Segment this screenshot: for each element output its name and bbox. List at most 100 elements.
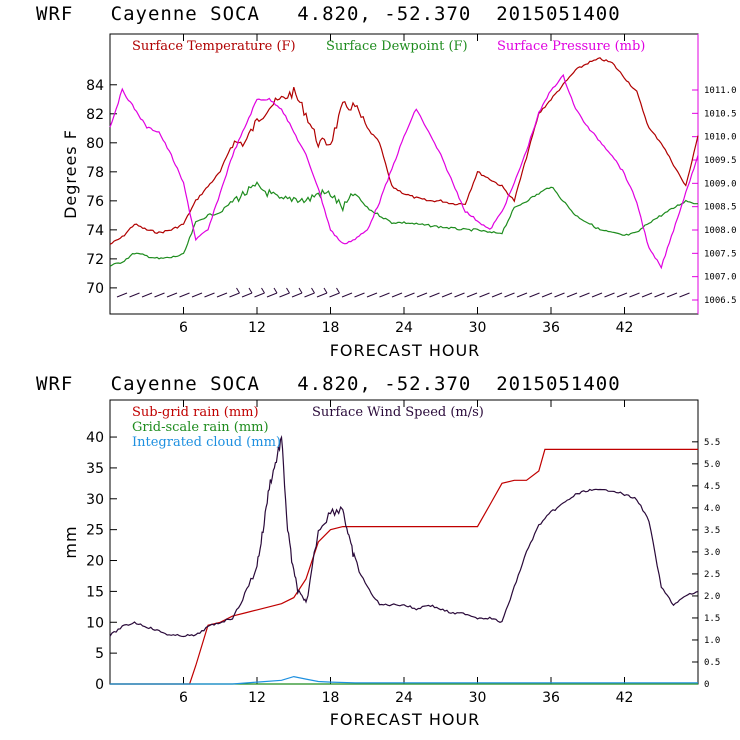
y2-tick-label: 1007.0 xyxy=(704,273,737,283)
y2-tick-label: 0 xyxy=(704,680,709,690)
y-tick-label: 80 xyxy=(86,136,104,152)
y2-tick-label: 1.5 xyxy=(704,614,720,624)
y-tick-label: 20 xyxy=(86,554,104,570)
wind-barbs xyxy=(116,287,690,298)
wind-barb xyxy=(179,292,190,298)
x-tick-label: 30 xyxy=(469,320,487,336)
legend-integrated-cloud: Integrated cloud (mm) xyxy=(132,435,281,450)
y-tick-label: 82 xyxy=(86,107,104,123)
legend-wind-speed: Surface Wind Speed (m/s) xyxy=(312,405,484,420)
y-tick-label: 10 xyxy=(86,615,104,631)
panel1-series xyxy=(109,57,699,270)
panel1-y-ticks: 70 72 74 76 78 80 82 84 xyxy=(86,78,117,297)
y2-tick-label: 3.5 xyxy=(704,526,720,536)
wind-barb xyxy=(466,292,478,298)
wind-barb xyxy=(154,292,165,298)
wind-barb xyxy=(191,292,203,298)
y-tick-label: 35 xyxy=(86,461,104,477)
wind-barb xyxy=(541,292,553,298)
x-tick-label: 42 xyxy=(616,320,634,336)
wind-barb xyxy=(454,292,465,298)
panel2-title: WRF Cayenne SOCA 4.820, -52.370 20150514… xyxy=(36,373,621,395)
series-line-surface-wind-speed-m-s xyxy=(109,434,699,638)
wind-barb xyxy=(204,292,215,298)
legend-gridscale-rain: Grid-scale rain (mm) xyxy=(132,420,269,435)
x-tick-label: 6 xyxy=(179,690,188,706)
y-tick-label: 84 xyxy=(86,78,104,94)
y2-tick-label: 2.0 xyxy=(704,592,720,602)
legend-temperature: Surface Temperature (F) xyxy=(132,39,296,54)
panel2-series xyxy=(109,434,699,685)
wind-barb xyxy=(429,292,440,298)
wind-barb xyxy=(366,292,378,298)
y2-tick-label: 1007.5 xyxy=(704,249,737,259)
wind-barb xyxy=(479,292,490,298)
y2-tick-label: 2.5 xyxy=(704,570,720,580)
wind-barb xyxy=(241,287,253,298)
wind-barb xyxy=(279,287,290,298)
legend-pressure: Surface Pressure (mb) xyxy=(497,39,645,54)
precipitation-panel: WRF Cayenne SOCA 4.820, -52.370 20150514… xyxy=(36,373,720,729)
x-tick-label: 36 xyxy=(542,320,560,336)
wind-barb xyxy=(579,292,590,298)
wind-barb xyxy=(629,292,640,298)
panel1-frame xyxy=(109,33,699,315)
y-tick-label: 0 xyxy=(95,677,104,693)
y2-tick-label: 4.5 xyxy=(704,482,720,492)
x-tick-label: 12 xyxy=(248,320,266,336)
x-tick-label: 30 xyxy=(469,690,487,706)
wind-barb xyxy=(566,292,578,298)
x-tick-label: 6 xyxy=(179,320,188,336)
y2-tick-label: 1010.0 xyxy=(704,133,737,143)
panel1-y2-ticks: 1006.5 1007.0 1007.5 1008.0 1008.5 1009.0 1009… xyxy=(692,86,737,306)
series-line-surface-temperature-f xyxy=(109,57,699,245)
wind-barb xyxy=(354,292,365,298)
panel1-y-label: Degrees F xyxy=(61,129,80,219)
y2-tick-label: 1008.0 xyxy=(704,226,737,236)
wind-barb xyxy=(416,292,428,298)
y-tick-label: 25 xyxy=(86,523,104,539)
panel1-x-label: FORECAST HOUR xyxy=(330,341,481,360)
wind-barb xyxy=(616,292,628,298)
panel1-title: WRF Cayenne SOCA 4.820, -52.370 20150514… xyxy=(36,3,621,25)
x-tick-label: 24 xyxy=(395,320,413,336)
wind-barb xyxy=(504,292,515,298)
panel2-x-label: FORECAST HOUR xyxy=(330,710,481,729)
wind-barb xyxy=(641,292,653,298)
wind-barb xyxy=(229,287,240,298)
x-tick-label: 18 xyxy=(322,690,340,706)
wind-barb xyxy=(491,292,503,298)
y-tick-label: 78 xyxy=(86,165,104,181)
y2-tick-label: 4.0 xyxy=(704,504,720,514)
y2-tick-label: 1.0 xyxy=(704,636,720,646)
panel2-x-ticks: 6 12 18 24 30 36 42 xyxy=(179,400,633,706)
x-tick-label: 36 xyxy=(542,690,560,706)
panel2-y2-ticks: 0 0.5 1.0 1.5 2.0 2.5 3.0 3.5 4.0 4.5 5.0 5.5 xyxy=(692,438,720,690)
x-tick-label: 18 xyxy=(322,320,340,336)
wind-barb xyxy=(141,292,153,298)
y2-tick-label: 3.0 xyxy=(704,548,720,558)
series-line-integrated-cloud-mm xyxy=(110,675,698,685)
temperature-panel: WRF Cayenne SOCA 4.820, -52.370 20150514… xyxy=(36,3,737,360)
wind-barb xyxy=(654,292,665,298)
wind-barb xyxy=(304,287,315,298)
y2-tick-label: 5.5 xyxy=(704,438,720,448)
y-tick-label: 30 xyxy=(86,492,104,508)
wind-barb xyxy=(591,292,603,298)
wind-barb xyxy=(679,292,690,298)
wind-barb xyxy=(116,292,128,298)
wind-barb xyxy=(291,287,303,298)
wind-barb xyxy=(391,292,403,298)
y2-tick-label: 1009.0 xyxy=(704,179,737,189)
y-tick-label: 76 xyxy=(86,194,104,210)
y-tick-label: 72 xyxy=(86,252,104,268)
y2-tick-label: 1008.5 xyxy=(704,203,737,213)
y2-tick-label: 1011.0 xyxy=(704,86,737,96)
legend-dewpoint: Surface Dewpoint (F) xyxy=(326,39,468,54)
y-tick-label: 5 xyxy=(95,646,104,662)
y-tick-label: 15 xyxy=(86,584,104,600)
legend-subgrid-rain: Sub-grid rain (mm) xyxy=(132,405,259,420)
wind-barb xyxy=(404,292,415,298)
wind-barb xyxy=(329,287,340,298)
